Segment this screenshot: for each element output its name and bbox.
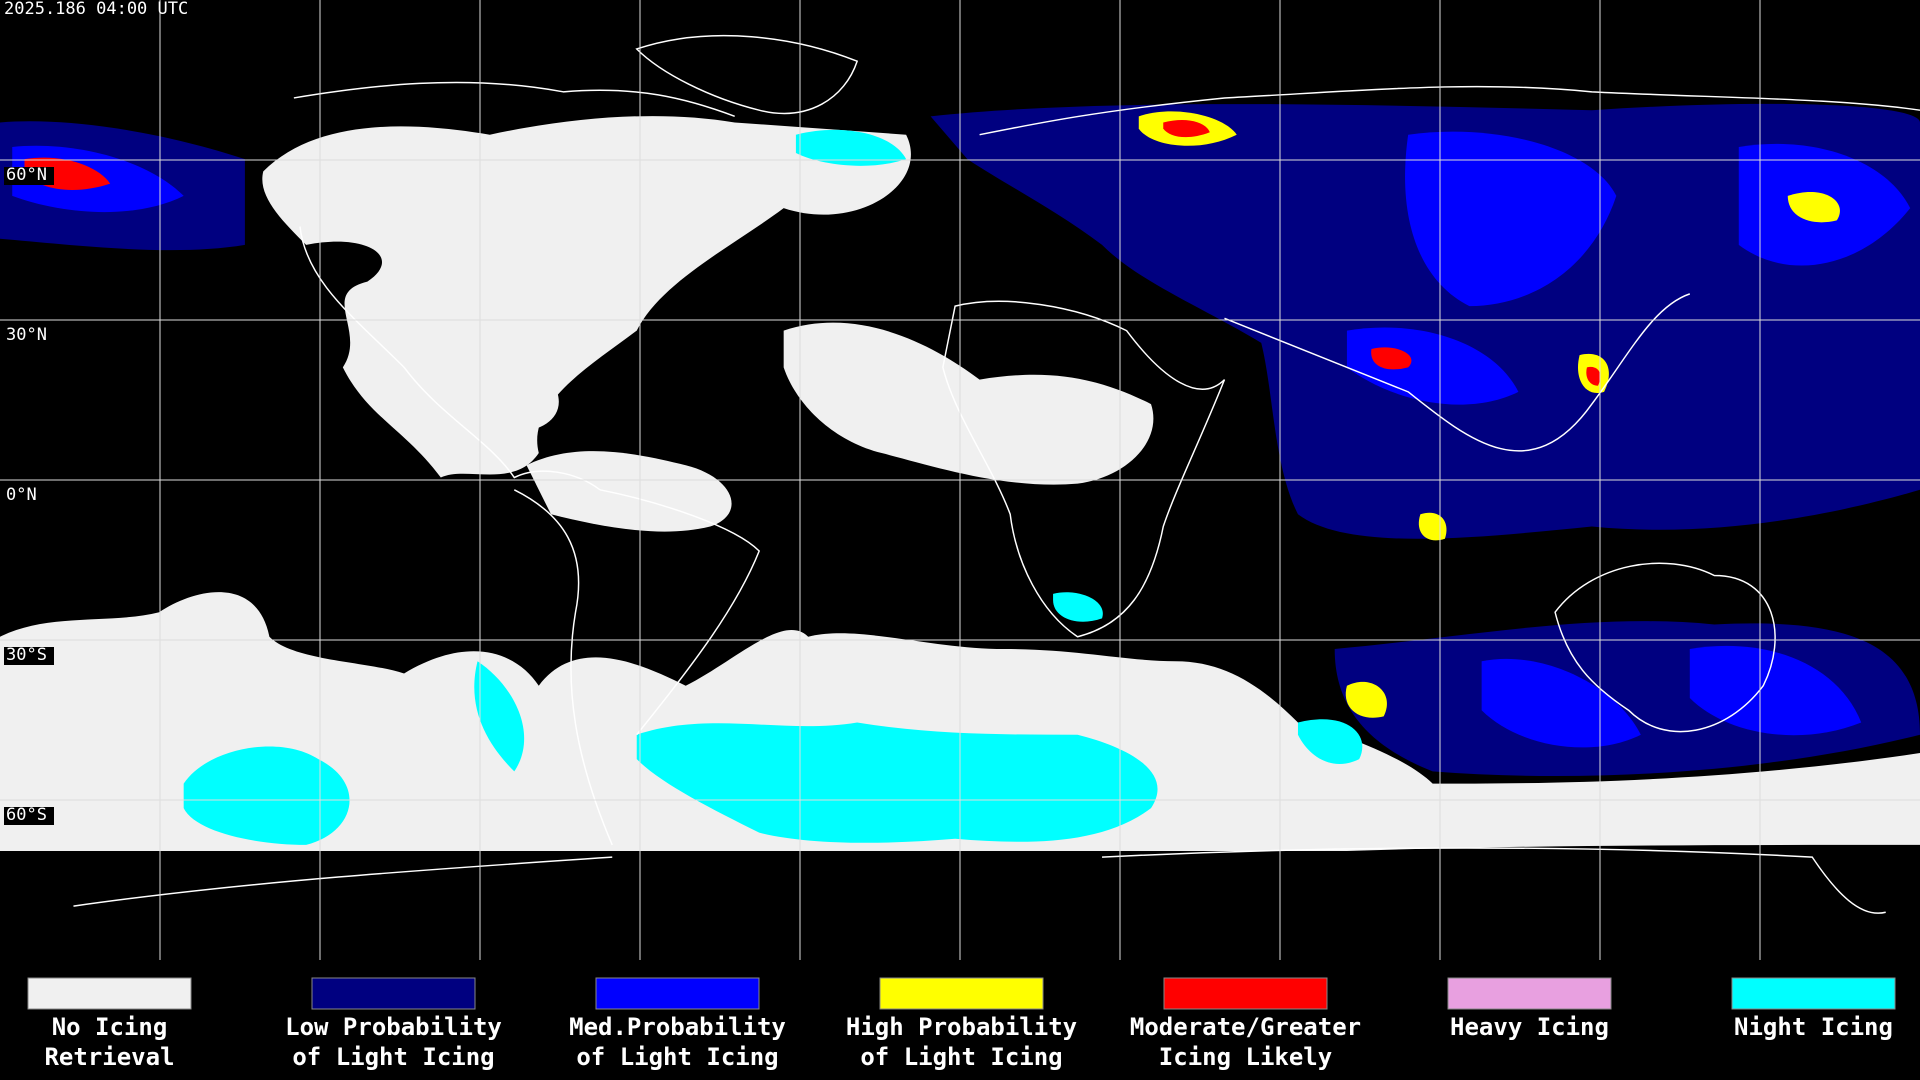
- latitude-label: 30°N: [6, 325, 47, 345]
- latitude-label-bg: [4, 327, 54, 345]
- latitude-label: 60°N: [6, 165, 47, 185]
- timestamp: 2025.186 04:00 UTC: [4, 0, 188, 19]
- legend-swatch: [27, 977, 192, 1010]
- latitude-label-bg: [4, 487, 54, 505]
- latitude-labels: 60°N 30°N 0°N 30°S 60°S: [4, 165, 54, 825]
- legend-label: Heavy Icing: [1450, 1013, 1609, 1041]
- legend-swatch: [1731, 977, 1896, 1010]
- latitude-label: 0°N: [6, 485, 37, 505]
- latitude-label-bg: [4, 647, 54, 665]
- legend-label: Low Probability: [285, 1013, 502, 1041]
- latitude-label: 30°S: [6, 645, 47, 665]
- legend-swatch: [1447, 977, 1612, 1010]
- legend-label: Med.Probability: [569, 1013, 786, 1041]
- graticule: [0, 0, 1920, 960]
- legend-label: No Icing: [52, 1013, 168, 1041]
- legend-swatch: [595, 977, 760, 1010]
- legend-swatch: [1163, 977, 1328, 1010]
- legend-label: of Light Icing: [292, 1043, 494, 1071]
- legend-label: High Probability: [846, 1013, 1077, 1041]
- latitude-label: 60°S: [6, 805, 47, 825]
- legend-label: Moderate/Greater: [1130, 1013, 1361, 1041]
- legend-label: of Light Icing: [860, 1043, 1062, 1071]
- legend-swatch: [879, 977, 1044, 1010]
- latitude-label-bg: [4, 807, 54, 825]
- latitude-label-bg: [4, 167, 54, 185]
- legend-label: Night Icing: [1734, 1013, 1893, 1041]
- legend-label: of Light Icing: [576, 1043, 778, 1071]
- legend-swatch: [311, 977, 476, 1010]
- legend-label: Retrieval: [44, 1043, 174, 1071]
- legend-label: Icing Likely: [1159, 1043, 1332, 1071]
